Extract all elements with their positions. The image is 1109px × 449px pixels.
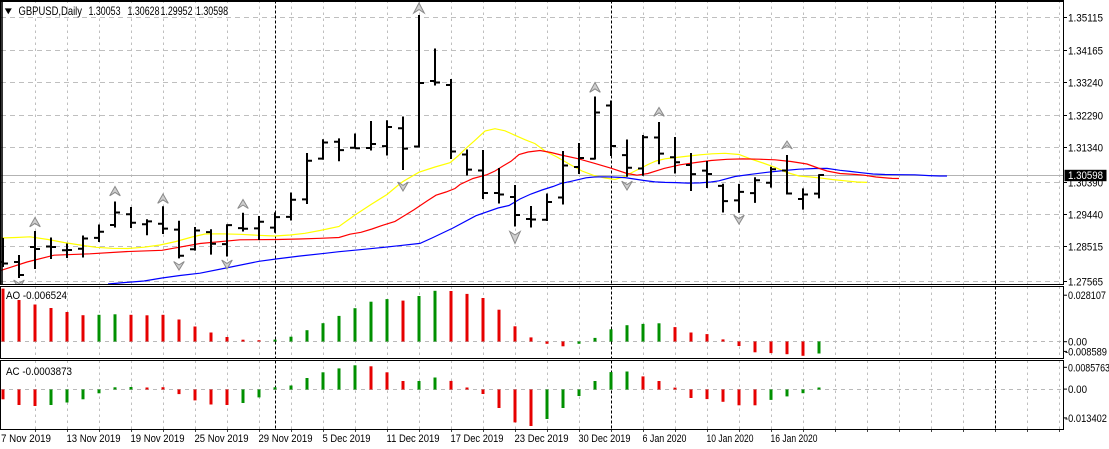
svg-text:1.30053: 1.30053: [89, 4, 121, 18]
svg-text:0.0085763: 0.0085763: [1068, 362, 1109, 374]
svg-text:1.30598: 1.30598: [1068, 170, 1103, 182]
svg-text:1.30598: 1.30598: [196, 4, 228, 18]
svg-text:0.00: 0.00: [1068, 337, 1087, 349]
svg-text:11 Dec 2019: 11 Dec 2019: [387, 433, 440, 445]
svg-text:5 Dec 2019: 5 Dec 2019: [323, 433, 371, 445]
svg-text:1.30628: 1.30628: [128, 4, 160, 18]
svg-text:10 Jan 2020: 10 Jan 2020: [707, 433, 754, 445]
svg-text:-0.013402: -0.013402: [1065, 413, 1107, 425]
svg-text:6 Jan 2020: 6 Jan 2020: [643, 433, 687, 445]
svg-text:AC -0.0003873: AC -0.0003873: [6, 366, 72, 378]
svg-text:-0.008589: -0.008589: [1065, 346, 1107, 358]
svg-text:17 Dec 2019: 17 Dec 2019: [451, 433, 504, 445]
svg-text:16 Jan 2020: 16 Jan 2020: [771, 433, 818, 445]
svg-text:23 Dec 2019: 23 Dec 2019: [515, 433, 569, 445]
svg-text:25 Nov 2019: 25 Nov 2019: [195, 433, 249, 445]
svg-text:1.27565: 1.27565: [1068, 277, 1103, 289]
svg-text:AO -0.006524: AO -0.006524: [6, 290, 67, 302]
svg-text:29 Nov 2019: 29 Nov 2019: [259, 433, 313, 445]
svg-text:0.00: 0.00: [1068, 384, 1087, 396]
svg-text:GBPUSD,Daily: GBPUSD,Daily: [19, 4, 83, 18]
svg-text:13 Nov 2019: 13 Nov 2019: [67, 433, 121, 445]
svg-text:30 Dec 2019: 30 Dec 2019: [579, 433, 631, 445]
svg-text:1.35115: 1.35115: [1068, 13, 1103, 25]
svg-text:1.29952: 1.29952: [161, 4, 193, 18]
svg-text:1.28515: 1.28515: [1068, 242, 1103, 254]
svg-text:1.31340: 1.31340: [1068, 143, 1103, 155]
svg-text:0.028107: 0.028107: [1068, 290, 1106, 302]
svg-text:1.29440: 1.29440: [1068, 210, 1103, 222]
svg-text:19 Nov 2019: 19 Nov 2019: [131, 433, 185, 445]
svg-text:7 Nov 2019: 7 Nov 2019: [1, 433, 51, 445]
svg-text:1.33240: 1.33240: [1068, 78, 1103, 90]
svg-text:1.34165: 1.34165: [1068, 46, 1103, 58]
svg-text:1.32290: 1.32290: [1068, 111, 1103, 123]
